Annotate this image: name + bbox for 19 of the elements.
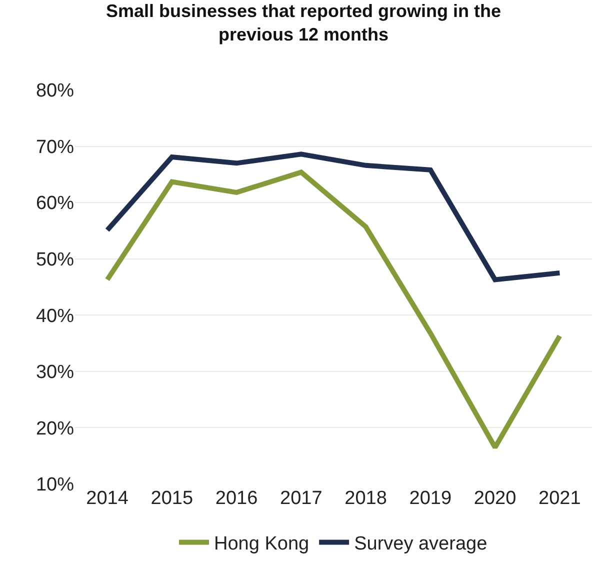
y-tick-label: 50% — [36, 250, 74, 271]
x-tick-label: 2015 — [150, 488, 194, 509]
x-tick-label: 2017 — [280, 488, 322, 509]
x-tick-label: 2020 — [474, 488, 516, 509]
y-tick-label: 40% — [36, 306, 74, 327]
legend-label: Survey average — [354, 534, 488, 555]
y-tick-label: 80% — [36, 80, 74, 102]
y-tick-label: 30% — [36, 362, 74, 384]
y-tick-label: 10% — [36, 474, 74, 496]
x-tick-label: 2018 — [344, 488, 387, 509]
chart-title: Small businesses that reported growing in the previous 12 months — [106, 1, 502, 45]
y-tick-label: 20% — [36, 418, 74, 440]
y-tick-label: 70% — [36, 136, 74, 158]
x-tick-label: 2019 — [409, 488, 452, 509]
x-tick-label: 2016 — [215, 488, 258, 509]
x-tick-label: 2014 — [86, 488, 129, 509]
y-tick-label: 60% — [36, 193, 74, 214]
legend-label: Hong Kong — [214, 534, 310, 555]
x-tick-label: 2021 — [538, 488, 581, 509]
